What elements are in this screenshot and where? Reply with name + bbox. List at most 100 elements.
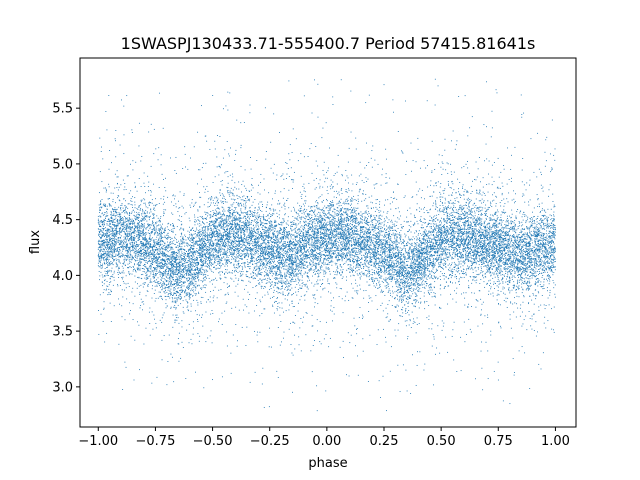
data-point — [317, 165, 319, 167]
data-point — [518, 268, 520, 270]
data-point — [459, 218, 461, 220]
data-point — [150, 273, 152, 275]
data-point — [378, 229, 380, 230]
data-point — [266, 267, 267, 269]
data-point — [408, 301, 410, 303]
data-point — [525, 189, 527, 191]
data-point — [355, 345, 356, 347]
data-point — [165, 303, 167, 305]
data-point — [368, 266, 370, 268]
data-point — [421, 270, 423, 272]
data-point — [279, 262, 281, 264]
data-point — [501, 232, 503, 234]
data-point — [124, 226, 126, 228]
data-point — [452, 201, 454, 203]
data-point — [458, 260, 460, 262]
data-point — [398, 242, 400, 244]
data-point — [510, 239, 512, 241]
data-point — [401, 294, 403, 296]
data-point — [137, 267, 139, 269]
data-point — [546, 221, 548, 223]
data-point — [238, 229, 240, 230]
data-point — [371, 261, 373, 263]
data-point — [204, 135, 206, 137]
data-point — [553, 331, 555, 333]
data-point — [430, 247, 432, 249]
data-point — [283, 227, 284, 229]
data-point — [295, 262, 297, 264]
data-point — [391, 262, 392, 264]
data-point — [546, 238, 548, 240]
data-point — [201, 250, 203, 252]
data-point — [180, 267, 182, 269]
data-point — [237, 271, 239, 273]
data-point — [341, 189, 342, 191]
data-point — [331, 201, 333, 203]
data-point — [388, 288, 390, 290]
data-point — [488, 264, 490, 266]
data-point — [279, 259, 281, 261]
data-point — [227, 219, 229, 221]
data-point — [125, 283, 127, 285]
data-point — [509, 266, 511, 267]
data-point — [325, 246, 327, 248]
data-point — [230, 352, 232, 354]
data-point — [188, 323, 190, 325]
data-point — [544, 215, 546, 217]
data-point — [409, 320, 411, 322]
data-point — [271, 253, 273, 255]
data-point — [497, 232, 499, 234]
data-point — [99, 251, 101, 253]
data-point — [478, 218, 480, 220]
data-point — [466, 198, 468, 200]
data-point — [123, 243, 125, 245]
data-point — [171, 257, 173, 259]
data-point — [244, 227, 246, 229]
data-point — [287, 258, 289, 260]
data-point — [258, 216, 260, 218]
data-point — [265, 244, 267, 246]
data-point — [317, 222, 319, 223]
data-point — [346, 220, 348, 222]
data-point — [477, 217, 479, 219]
data-point — [239, 245, 241, 246]
data-point — [513, 265, 515, 267]
data-point — [216, 156, 218, 158]
data-point — [162, 285, 163, 287]
data-point — [189, 269, 191, 271]
data-point — [323, 218, 325, 220]
data-point — [254, 210, 256, 212]
data-point — [544, 243, 546, 244]
data-point — [493, 199, 495, 201]
data-point — [469, 242, 471, 244]
data-point — [258, 184, 259, 186]
data-point — [538, 252, 540, 254]
data-point — [360, 251, 362, 253]
data-point — [327, 251, 329, 253]
data-point — [396, 265, 397, 267]
data-point — [508, 288, 510, 290]
data-point — [202, 265, 204, 267]
data-point — [149, 266, 150, 268]
data-point — [128, 227, 130, 229]
data-point — [257, 221, 259, 223]
data-point — [208, 277, 210, 279]
data-point — [123, 227, 125, 229]
data-point — [442, 247, 444, 249]
data-point — [463, 245, 465, 247]
data-point — [378, 271, 380, 273]
data-point — [238, 250, 240, 252]
data-point — [159, 256, 161, 258]
data-point — [169, 256, 170, 258]
data-point — [404, 283, 406, 285]
data-point — [307, 265, 309, 266]
data-point — [368, 233, 370, 235]
data-point — [357, 222, 358, 224]
data-point — [229, 230, 230, 232]
data-point — [535, 321, 537, 323]
data-point — [109, 256, 111, 258]
data-point — [512, 265, 514, 267]
data-point — [282, 242, 284, 244]
data-point — [419, 254, 420, 256]
data-point — [173, 287, 175, 289]
